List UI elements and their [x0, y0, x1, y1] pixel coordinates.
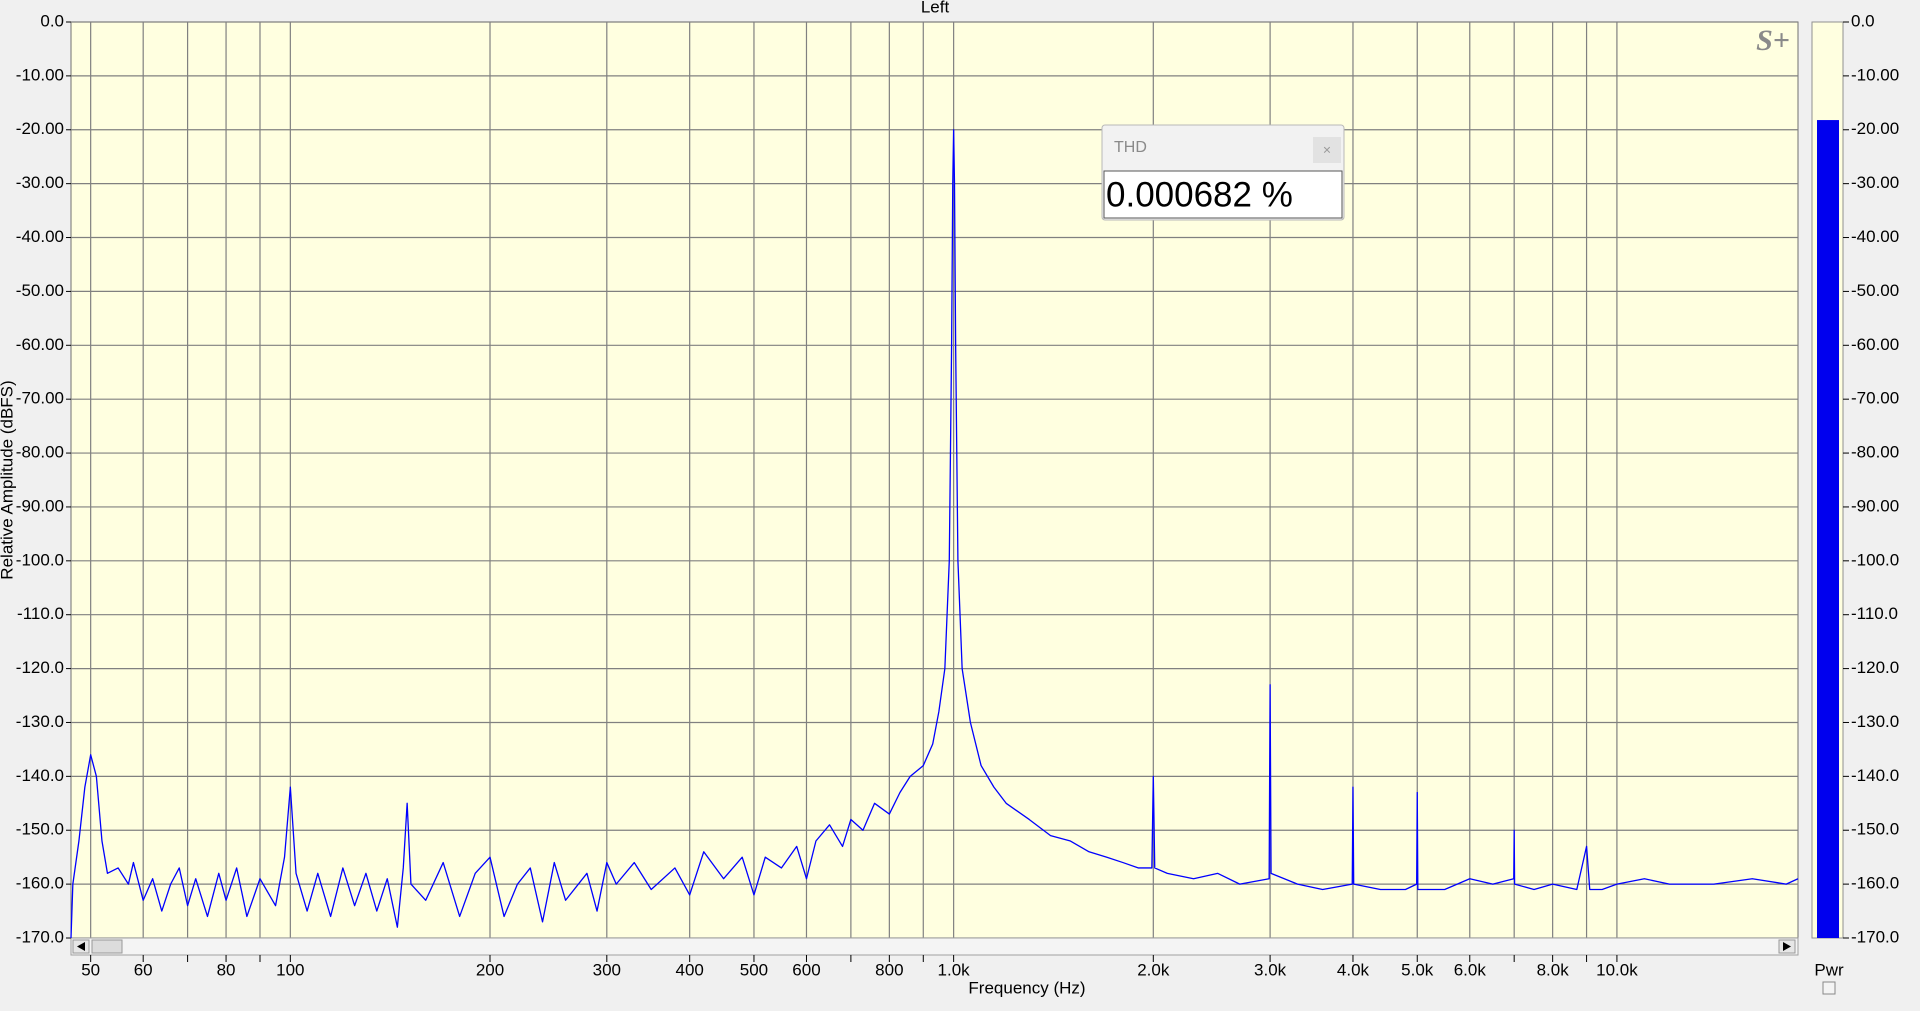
y-tick-label: -10.00: [16, 65, 64, 84]
meter-tick-label: -100.0: [1851, 550, 1899, 569]
scrollbar[interactable]: [70, 937, 1799, 956]
y-tick-label: -60.00: [16, 335, 64, 354]
meter-tick-label: -120.0: [1851, 658, 1899, 677]
x-tick-label: 600: [792, 960, 820, 979]
meter-tick-label: -110.0: [1851, 604, 1898, 623]
meter-tick-label: -160.0: [1851, 874, 1899, 893]
x-tick-label: 2.0k: [1137, 960, 1170, 979]
meter-tick-label: -50.00: [1851, 281, 1899, 300]
meter-tick-label: -90.00: [1851, 496, 1899, 515]
thd-close-button[interactable]: [1313, 137, 1341, 163]
x-tick-label: 200: [476, 960, 504, 979]
x-tick-label: 60: [134, 960, 153, 979]
y-tick-label: -120.0: [16, 658, 64, 677]
thd-close-icon[interactable]: ×: [1323, 142, 1331, 158]
meter-tick-label: -60.00: [1851, 335, 1899, 354]
y-axis-label: Relative Amplitude (dBFS): [0, 380, 16, 579]
scroll-thumb[interactable]: [91, 939, 123, 954]
meter-tick-label: -10.00: [1851, 65, 1899, 84]
x-tick-label: 50: [81, 960, 100, 979]
x-axis-label: Frequency (Hz): [968, 978, 1085, 997]
spectrum-line: [70, 129, 1799, 939]
logo: S+: [1756, 24, 1790, 57]
collapse-button[interactable]: [1822, 981, 1836, 995]
thd-value-box: [1103, 170, 1343, 219]
x-tick-label: 8.0k: [1537, 960, 1570, 979]
meter-tick-label: -70.00: [1851, 389, 1899, 408]
chart-title: Left: [921, 0, 950, 16]
x-tick-label: 6.0k: [1454, 960, 1487, 979]
y-tick-label: -20.00: [16, 119, 64, 138]
y-tick-label: -50.00: [16, 281, 64, 300]
x-tick-label: 400: [675, 960, 703, 979]
x-tick-label: 300: [593, 960, 621, 979]
meter-tick-label: -170.0: [1851, 927, 1899, 946]
meter-tick-label: 0.0: [1851, 11, 1875, 30]
y-tick-label: -40.00: [16, 227, 64, 246]
y-tick-label: -140.0: [16, 766, 64, 785]
x-tick-label: 500: [740, 960, 768, 979]
x-tick-label: 800: [875, 960, 903, 979]
meter-tick-label: -20.00: [1851, 119, 1899, 138]
y-tick-label: -160.0: [16, 874, 64, 893]
x-tick-label: 10.0k: [1596, 960, 1638, 979]
y-tick-label: 0.0: [40, 11, 64, 30]
x-tick-label: 3.0k: [1254, 960, 1287, 979]
x-tick-label: 4.0k: [1337, 960, 1370, 979]
y-tick-label: -170.0: [16, 927, 64, 946]
meter-tick-label: -150.0: [1851, 820, 1899, 839]
arrow-icon: [77, 942, 85, 951]
x-tick-label: 80: [217, 960, 236, 979]
meter-tick-label: -40.00: [1851, 227, 1899, 246]
plot-area: [70, 21, 1799, 939]
y-tick-label: -100.0: [16, 550, 64, 569]
x-tick-label: 1.0k: [938, 960, 971, 979]
meter-tick-label: -30.00: [1851, 173, 1899, 192]
y-tick-label: -30.00: [16, 173, 64, 192]
thd-window[interactable]: THD × 0.000682 %: [1101, 124, 1345, 221]
power-meter-bar: [1817, 120, 1839, 939]
y-tick-label: -90.00: [16, 496, 64, 515]
scroll-track[interactable]: [70, 937, 1799, 956]
x-tick-label: 5.0k: [1401, 960, 1434, 979]
y-tick-label: -80.00: [16, 443, 64, 462]
meter-tick-label: -130.0: [1851, 712, 1899, 731]
y-tick-label: -150.0: [16, 820, 64, 839]
x-tick-label: 100: [276, 960, 304, 979]
thd-title: THD: [1114, 139, 1147, 156]
y-tick-label: -70.00: [16, 389, 64, 408]
thd-value: 0.000682 %: [1106, 175, 1293, 214]
y-tick-label: -110.0: [17, 604, 64, 623]
meter-tick-label: -80.00: [1851, 443, 1899, 462]
y-tick-label: -130.0: [16, 712, 64, 731]
arrow-icon: [1783, 942, 1791, 951]
power-meter-label: Pwr: [1814, 960, 1844, 979]
meter-tick-label: -140.0: [1851, 766, 1899, 785]
